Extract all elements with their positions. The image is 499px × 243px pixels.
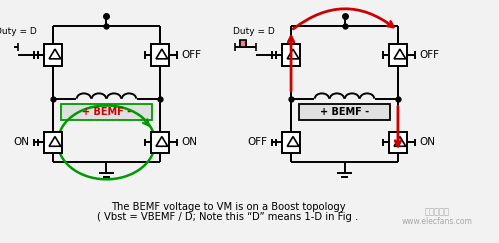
Bar bbox=[44, 44, 62, 66]
Bar bbox=[151, 132, 169, 153]
Text: ( Vbst = VBEMF / D; Note this “D” means 1-D in Fig .: ( Vbst = VBEMF / D; Note this “D” means … bbox=[97, 212, 359, 222]
Bar bbox=[389, 132, 407, 153]
Polygon shape bbox=[394, 137, 406, 146]
Text: www.elecfans.com: www.elecfans.com bbox=[401, 217, 472, 226]
Text: OFF: OFF bbox=[181, 50, 201, 60]
Bar bbox=[151, 44, 169, 66]
Text: ON: ON bbox=[13, 137, 30, 148]
Text: OFF: OFF bbox=[419, 50, 439, 60]
Bar bbox=[282, 44, 300, 66]
Polygon shape bbox=[287, 137, 299, 146]
Text: Duty = D: Duty = D bbox=[0, 26, 36, 35]
Text: 电子发烧友: 电子发烧友 bbox=[424, 208, 449, 217]
Text: + BEMF -: + BEMF - bbox=[82, 107, 131, 117]
Text: Duty = D: Duty = D bbox=[233, 26, 274, 35]
Text: The BEMF voltage to VM is on a Boost topology: The BEMF voltage to VM is on a Boost top… bbox=[111, 202, 345, 212]
Polygon shape bbox=[287, 49, 299, 59]
Bar bbox=[61, 104, 152, 120]
Text: OFF: OFF bbox=[248, 137, 268, 148]
Text: + BEMF -: + BEMF - bbox=[320, 107, 369, 117]
Bar bbox=[240, 40, 247, 47]
Text: ON: ON bbox=[181, 137, 197, 148]
Bar bbox=[1, 40, 8, 47]
Polygon shape bbox=[49, 49, 61, 59]
Polygon shape bbox=[156, 137, 168, 146]
Polygon shape bbox=[394, 49, 406, 59]
Polygon shape bbox=[156, 49, 168, 59]
Bar bbox=[299, 104, 390, 120]
Bar bbox=[389, 44, 407, 66]
Bar bbox=[282, 132, 300, 153]
Polygon shape bbox=[49, 137, 61, 146]
Text: ON: ON bbox=[419, 137, 435, 148]
Bar bbox=[44, 132, 62, 153]
